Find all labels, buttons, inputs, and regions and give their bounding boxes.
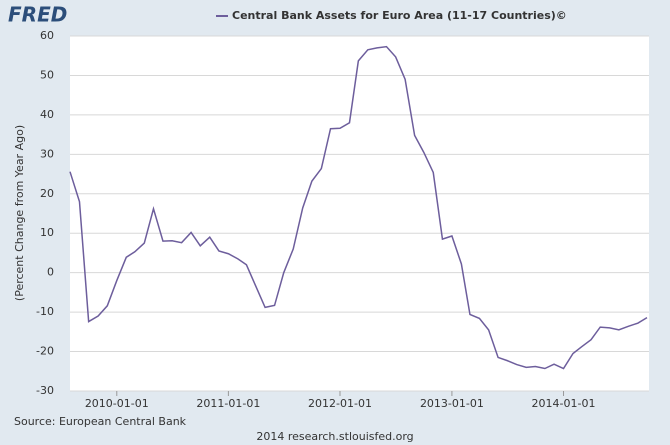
x-tick-label: 2013-01-01 (420, 397, 484, 410)
source: Source: European Central Bank (14, 415, 187, 428)
y-tick-label: 40 (40, 108, 54, 121)
y-tick-label: 30 (40, 147, 54, 160)
y-tick-label: -20 (36, 345, 54, 358)
y-axis-label: (Percent Change from Year Ago) (13, 125, 26, 301)
plot-area (70, 36, 649, 391)
y-tick-label: 10 (40, 226, 54, 239)
x-tick-label: 2014-01-01 (532, 397, 596, 410)
y-tick-label: 60 (40, 29, 54, 42)
series-line (69, 45, 648, 370)
x-tick-label: 2011-01-01 (196, 397, 260, 410)
x-tick-label: 2010-01-01 (85, 397, 149, 410)
y-tick-label: 50 (40, 68, 54, 81)
x-tick-label: 2012-01-01 (308, 397, 372, 410)
footer: 2014 research.stlouisfed.org (256, 430, 413, 443)
y-tick-label: -10 (36, 305, 54, 318)
legend-label: Central Bank Assets for Euro Area (11-17… (232, 9, 567, 22)
y-tick-label: -30 (36, 384, 54, 397)
logo: FRED (8, 3, 67, 27)
y-tick-label: 0 (47, 266, 54, 279)
y-tick-label: 20 (40, 187, 54, 200)
